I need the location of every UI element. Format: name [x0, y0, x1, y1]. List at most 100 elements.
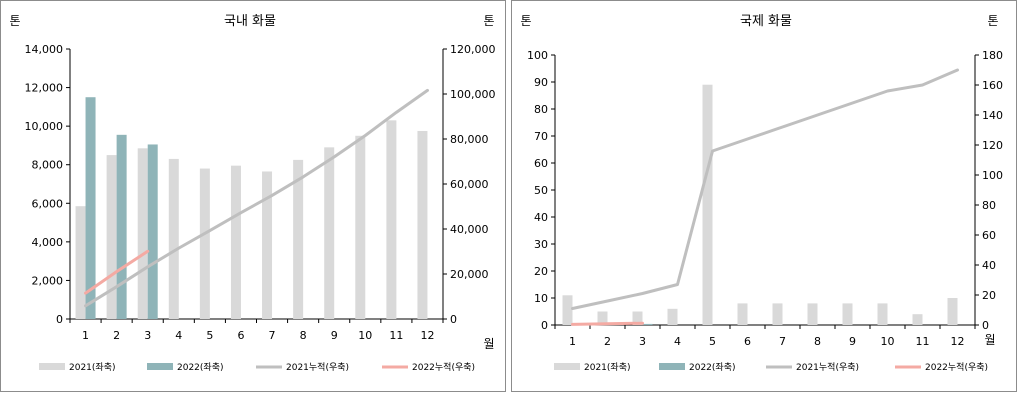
x-tick-label: 5 — [709, 335, 716, 348]
bar-2021 — [772, 303, 783, 325]
bar-2021 — [137, 148, 148, 319]
bar-2021 — [562, 295, 573, 325]
right-y-tick-label: 100,000 — [450, 88, 496, 101]
bar-2021 — [842, 303, 853, 325]
x-tick-label: 3 — [639, 335, 646, 348]
international-cargo-chart: 톤 국제 화물 톤 월 0 10 20 30 40 50 60 70 80 90 100 0 20 40 6… — [520, 14, 1003, 373]
legend-swatch — [554, 363, 580, 370]
bar-2021 — [877, 303, 888, 325]
bar-2022 — [85, 97, 96, 319]
x-tick-label: 10 — [358, 329, 372, 342]
x-tick-label: 7 — [779, 335, 786, 348]
right-y-tick-label: 80,000 — [450, 133, 489, 146]
right-axis-unit: 톤 — [987, 14, 998, 28]
x-tick-label: 6 — [237, 329, 244, 342]
x-tick-label: 7 — [269, 329, 276, 342]
bar-2021 — [324, 147, 335, 319]
x-axis-unit: 월 — [483, 337, 494, 351]
line-2021-cumulative — [84, 88, 429, 308]
right-y-tick-label: 100 — [982, 169, 1003, 182]
x-tick-label: 12 — [420, 329, 434, 342]
legend-label: 2022(좌축) — [177, 362, 224, 373]
bar-2021 — [912, 314, 923, 325]
bar-2022 — [147, 144, 158, 319]
legend-label: 2021누적(우축) — [286, 361, 349, 373]
bar-2021 — [632, 311, 643, 325]
right-y-tick-label: 60 — [982, 229, 996, 242]
left-axis-unit: 톤 — [520, 14, 531, 28]
x-tick-label: 8 — [814, 335, 821, 348]
legend-label: 2022누적(우축) — [925, 361, 988, 373]
bar-2021 — [702, 84, 713, 325]
left-y-tick-label: 10,000 — [25, 120, 64, 133]
x-tick-label: 11 — [916, 335, 930, 348]
x-tick-label: 9 — [331, 329, 338, 342]
bar-2022 — [116, 134, 127, 319]
legend-label: 2022(좌축) — [689, 362, 736, 373]
left-y-tick-label: 50 — [534, 184, 548, 197]
x-tick-label: 3 — [144, 329, 151, 342]
left-y-tick-label: 2,000 — [32, 274, 64, 287]
bar-2021 — [667, 308, 678, 325]
bar-2021 — [168, 158, 179, 319]
legend-swatch — [147, 363, 173, 370]
bar-2021 — [230, 165, 241, 319]
left-y-tick-label: 80 — [534, 103, 548, 116]
x-tick-label: 1 — [82, 329, 89, 342]
left-axis-unit: 톤 — [9, 14, 20, 28]
international-cargo-chart-panel: 톤 국제 화물 톤 월 0 10 20 30 40 50 60 70 80 90 100 0 20 40 6… — [511, 0, 1017, 392]
x-tick-label: 12 — [951, 335, 965, 348]
right-y-tick-label: 180 — [982, 49, 1003, 62]
x-tick-label: 8 — [300, 329, 307, 342]
left-y-tick-label: 10 — [534, 292, 548, 305]
line-2021-cumulative — [571, 68, 959, 310]
left-y-tick-label: 12,000 — [25, 82, 64, 95]
left-y-tick-label: 0 — [56, 313, 63, 326]
right-y-tick-label: 20 — [982, 289, 996, 302]
right-y-tick-label: 0 — [982, 319, 989, 332]
bar-2021 — [417, 130, 428, 319]
left-y-tick-label: 100 — [527, 49, 548, 62]
x-tick-label: 2 — [604, 335, 611, 348]
x-tick-label: 4 — [674, 335, 681, 348]
left-y-tick-label: 8,000 — [32, 159, 64, 172]
right-y-tick-label: 60,000 — [450, 178, 489, 191]
left-y-tick-label: 90 — [534, 76, 548, 89]
x-tick-label: 1 — [569, 335, 576, 348]
bar-2021 — [737, 303, 748, 325]
x-tick-label: 9 — [849, 335, 856, 348]
right-y-tick-label: 40 — [982, 259, 996, 272]
bar-2021 — [355, 135, 366, 319]
x-tick-label: 10 — [881, 335, 895, 348]
left-y-tick-label: 4,000 — [32, 236, 64, 249]
bar-2021 — [262, 171, 273, 319]
chart-title: 국내 화물 — [224, 14, 276, 29]
right-y-tick-label: 120,000 — [450, 43, 496, 56]
x-tick-label: 6 — [744, 335, 751, 348]
right-y-tick-label: 40,000 — [450, 223, 489, 236]
bar-2021 — [199, 168, 210, 319]
left-y-tick-label: 70 — [534, 130, 548, 143]
left-y-tick-label: 14,000 — [25, 43, 64, 56]
legend-swatch — [659, 363, 685, 370]
line-2022-cumulative — [571, 321, 644, 326]
right-y-tick-label: 80 — [982, 199, 996, 212]
left-y-tick-label: 6,000 — [32, 197, 64, 210]
domestic-cargo-chart-panel: 톤 국내 화물 톤 월 0 2,000 4,000 6,000 8,000 10,000 1… — [0, 0, 506, 392]
line-2022-cumulative — [84, 249, 150, 295]
legend-label: 2021(좌축) — [584, 362, 631, 373]
legend-swatch — [39, 363, 65, 370]
bar-2022 — [642, 323, 653, 325]
left-y-tick-label: 0 — [541, 319, 548, 332]
bar-2021 — [807, 303, 818, 325]
bar-2021 — [386, 120, 397, 319]
x-tick-label: 4 — [175, 329, 182, 342]
legend-label: 2021누적(우축) — [796, 361, 859, 373]
left-y-tick-label: 30 — [534, 238, 548, 251]
bar-2021 — [106, 155, 117, 319]
chart-title: 국제 화물 — [740, 14, 792, 29]
right-y-tick-label: 20,000 — [450, 268, 489, 281]
left-y-tick-label: 40 — [534, 211, 548, 224]
right-y-tick-label: 120 — [982, 139, 1003, 152]
left-y-tick-label: 60 — [534, 157, 548, 170]
